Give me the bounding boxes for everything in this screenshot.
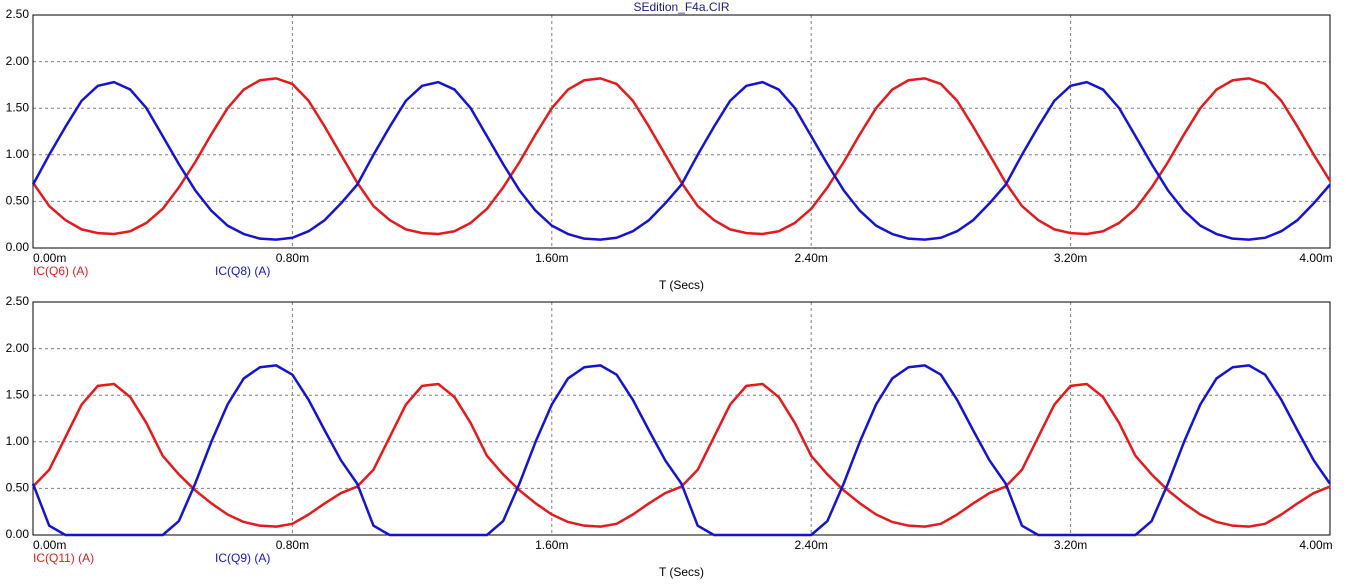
y-tick-label: 0.00 (6, 527, 30, 541)
x-tick-label: 1.60m (535, 538, 568, 552)
y-tick-label: 2.00 (6, 341, 30, 355)
y-tick-label: 1.00 (6, 434, 30, 448)
y-tick-label: 0.00 (6, 240, 30, 254)
x-tick-label: 1.60m (535, 251, 568, 265)
x-tick-label: 0.80m (276, 538, 309, 552)
chart-title: SEdition_F4a.CIR (633, 0, 729, 14)
legend-entry: IC(Q9) (A) (215, 551, 270, 565)
legend-entry: IC(Q6) (A) (33, 264, 88, 278)
legend-entry: IC(Q8) (A) (215, 264, 270, 278)
y-tick-label: 1.00 (6, 147, 30, 161)
x-tick-label: 3.20m (1054, 538, 1087, 552)
series-line (31, 80, 1331, 241)
y-tick-label: 0.50 (6, 194, 30, 208)
series-line (31, 364, 1332, 537)
y-tick-label: 2.00 (6, 54, 30, 68)
x-tick-label: 0.80m (276, 251, 309, 265)
x-tick-label: 2.40m (795, 251, 828, 265)
legend-entry: IC(Q11) (A) (33, 551, 94, 565)
y-tick-label: 1.50 (6, 100, 30, 114)
x-tick-label: 2.40m (795, 538, 828, 552)
x-axis-label: T (Secs) (659, 565, 704, 579)
x-tick-label: 0.00m (33, 251, 66, 265)
y-tick-label: 1.50 (6, 387, 30, 401)
x-tick-label: 4.00m (1299, 538, 1332, 552)
y-tick-label: 2.50 (6, 7, 30, 21)
y-tick-label: 0.50 (6, 481, 30, 495)
x-tick-label: 0.00m (33, 538, 66, 552)
x-tick-label: 4.00m (1299, 251, 1332, 265)
series-line (31, 77, 1332, 236)
plot-frame (32, 14, 1331, 249)
plot-frame (32, 301, 1331, 536)
x-axis-label: T (Secs) (659, 278, 704, 292)
y-tick-label: 2.50 (6, 294, 30, 308)
x-tick-label: 3.20m (1054, 251, 1087, 265)
